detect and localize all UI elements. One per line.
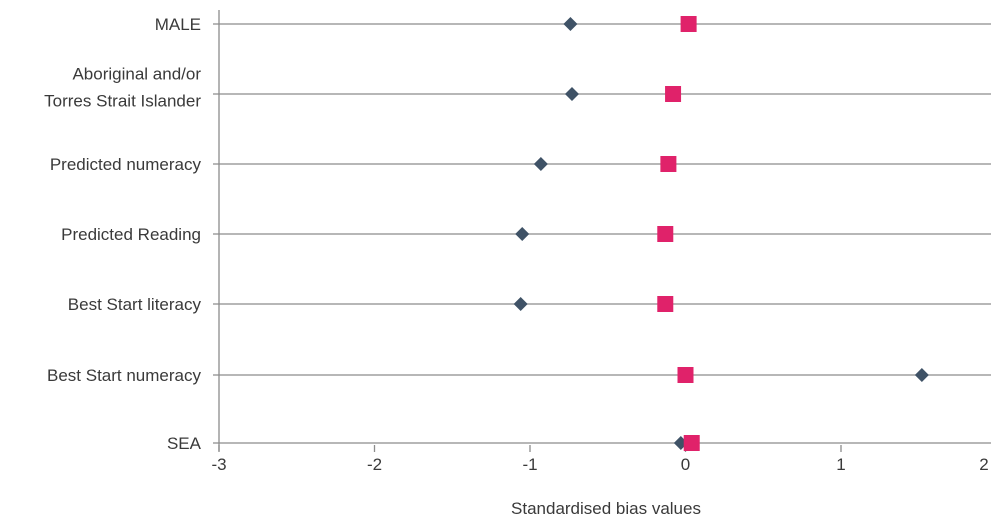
category-label: Predicted Reading [61,225,201,244]
data-points [513,16,929,451]
diamond-point [533,157,548,171]
category-label: Best Start numeracy [47,366,202,385]
category-label: Predicted numeracy [50,155,202,174]
square-point [657,226,674,242]
square-point [677,367,694,383]
category-label-line: Torres Strait Islander [44,92,201,111]
diamond-point [513,297,528,311]
square-point [680,16,697,32]
category-label: Best Start literacy [68,295,202,314]
category-label: SEA [167,434,202,453]
diamond-point [914,368,929,382]
x-axis: -3 -2 -1 0 1 2 [211,10,989,474]
x-axis-title: Standardised bias values [511,499,701,518]
x-tick-label: -3 [211,455,226,474]
diamond-point [563,17,578,31]
category-label: MALE [155,15,201,34]
category-label-line: Aboriginal and/or [72,65,201,84]
gridlines [213,23,991,444]
x-tick-label: 0 [681,455,690,474]
x-tick-label: -1 [522,455,537,474]
square-point [657,296,674,312]
category-label: Aboriginal and/or Torres Strait Islander [44,65,201,111]
x-tick-label: 1 [836,455,845,474]
x-tick-label: -2 [367,455,382,474]
square-point [683,435,700,451]
x-tick-label: 2 [979,455,988,474]
diamond-point [564,87,579,101]
square-point [665,86,682,102]
category-labels: MALE Aboriginal and/or Torres Strait Islan… [44,15,201,453]
square-point [660,156,677,172]
diamond-point [515,227,530,241]
